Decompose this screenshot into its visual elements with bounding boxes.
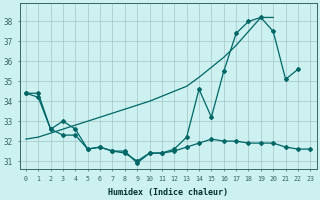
X-axis label: Humidex (Indice chaleur): Humidex (Indice chaleur) (108, 188, 228, 197)
